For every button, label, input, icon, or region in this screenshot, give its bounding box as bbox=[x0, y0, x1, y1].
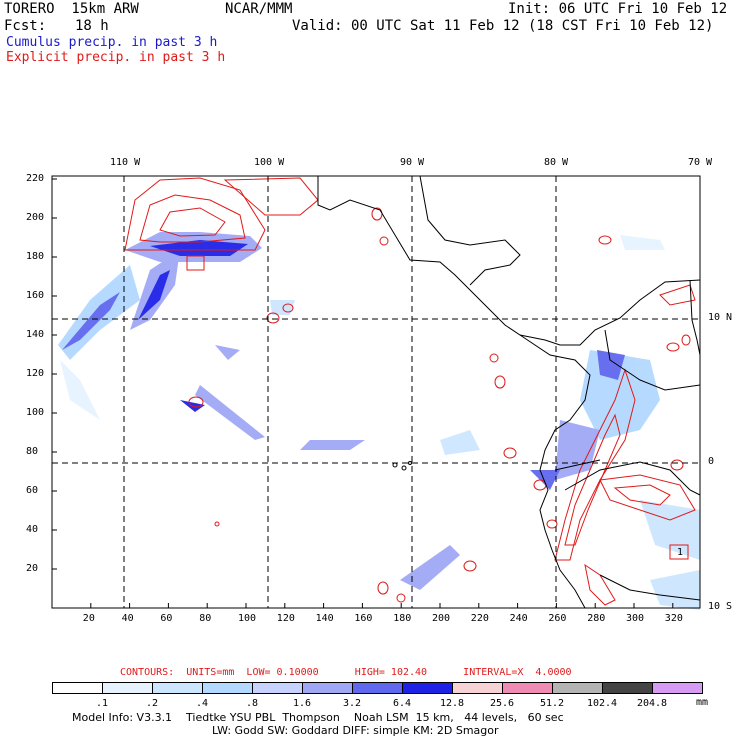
colorbar-swatch bbox=[502, 682, 553, 694]
x-tick-label: 40 bbox=[121, 613, 134, 624]
colorbar-level-label: 51.2 bbox=[539, 698, 565, 709]
lat-label-0: 0 bbox=[708, 456, 715, 467]
x-tick-label: 200 bbox=[432, 613, 451, 624]
model-info-line2: LW: Godd SW: Goddard DIFF: simple KM: 2D… bbox=[212, 724, 499, 737]
cumulus-shading bbox=[58, 232, 700, 610]
x-tick-label: 120 bbox=[276, 613, 295, 624]
y-tick-label: 80 bbox=[26, 446, 39, 457]
colorbar-level-label: .8 bbox=[245, 698, 259, 709]
colorbar-level-label: 6.4 bbox=[392, 698, 412, 709]
x-tick-label: 80 bbox=[199, 613, 212, 624]
lon-label-70w: 70 W bbox=[688, 157, 713, 168]
lon-label-80w: 80 W bbox=[544, 157, 569, 168]
x-tick-label: 160 bbox=[354, 613, 373, 624]
x-tick-label: 140 bbox=[315, 613, 334, 624]
colorbar-level-label: .4 bbox=[195, 698, 209, 709]
y-tick-label: 60 bbox=[26, 485, 39, 496]
y-tick-label: 40 bbox=[26, 524, 39, 535]
map-frame bbox=[51, 175, 701, 609]
colorbar-level-label: 3.2 bbox=[342, 698, 362, 709]
lat-label-10n: 10 N bbox=[708, 312, 733, 323]
axis-ticks bbox=[52, 178, 674, 608]
x-tick-label: 300 bbox=[626, 613, 645, 624]
colorbar-swatch bbox=[402, 682, 453, 694]
x-tick-label: 220 bbox=[470, 613, 489, 624]
latlon-grid bbox=[52, 176, 700, 608]
y-tick-label: 120 bbox=[26, 368, 45, 379]
colorbar-swatch bbox=[352, 682, 403, 694]
model-title: TORERO 15km ARW bbox=[4, 1, 139, 17]
lat-label-10s: 10 S bbox=[708, 601, 733, 612]
y-tick-label: 20 bbox=[26, 563, 39, 574]
lon-label-90w: 90 W bbox=[400, 157, 425, 168]
colorbar-swatch bbox=[552, 682, 603, 694]
colorbar-swatch bbox=[152, 682, 203, 694]
x-tick-label: 320 bbox=[664, 613, 683, 624]
x-tick-label: 180 bbox=[393, 613, 412, 624]
legend-cumulus: Cumulus precip. in past 3 h bbox=[6, 35, 218, 50]
forecast-hours: 18 h bbox=[75, 18, 109, 34]
colorbar-swatch bbox=[102, 682, 153, 694]
colorbar-swatch bbox=[202, 682, 253, 694]
x-tick-label: 60 bbox=[160, 613, 173, 624]
colorbar-swatch bbox=[602, 682, 653, 694]
y-tick-label: 200 bbox=[26, 212, 45, 223]
colorbar-swatch bbox=[52, 682, 103, 694]
y-tick-label: 220 bbox=[26, 173, 45, 184]
explicit-contours bbox=[124, 177, 696, 606]
lon-label-100w: 100 W bbox=[254, 157, 285, 168]
contour-caption: CONTOURS: UNITS=mm LOW= 0.10000 HIGH= 10… bbox=[120, 667, 572, 678]
init-time: Init: 06 UTC Fri 10 Feb 12 bbox=[508, 1, 728, 17]
x-tick-label: 20 bbox=[82, 613, 95, 624]
legend-explicit: Explicit precip. in past 3 h bbox=[6, 50, 226, 65]
y-tick-label: 160 bbox=[26, 290, 45, 301]
forecast-label: Fcst: bbox=[4, 18, 47, 34]
y-tick-label: 140 bbox=[26, 329, 45, 340]
colorbar-unit: mm bbox=[696, 697, 709, 708]
colorbar-swatch bbox=[652, 682, 703, 694]
x-tick-label: 280 bbox=[587, 613, 606, 624]
colorbar-level-label: 102.4 bbox=[586, 698, 618, 709]
colorbar-level-label: .2 bbox=[145, 698, 159, 709]
colorbar-level-label: 1.6 bbox=[292, 698, 312, 709]
valid-time: Valid: 00 UTC Sat 11 Feb 12 (18 CST Fri … bbox=[292, 18, 714, 34]
x-tick-label: 100 bbox=[238, 613, 257, 624]
colorbar-swatch bbox=[452, 682, 503, 694]
x-tick-label: 240 bbox=[509, 613, 528, 624]
grid-box-label: 1 bbox=[677, 547, 684, 558]
lon-label-110w: 110 W bbox=[110, 157, 141, 168]
colorbar-level-label: .1 bbox=[95, 698, 109, 709]
colorbar-swatch bbox=[252, 682, 303, 694]
colorbar-level-label: 12.8 bbox=[439, 698, 465, 709]
colorbar-level-label: 204.8 bbox=[636, 698, 668, 709]
colorbar-swatch bbox=[302, 682, 353, 694]
model-info-line1: Model Info: V3.3.1 Tiedtke YSU PBL Thomp… bbox=[72, 711, 564, 724]
y-tick-label: 180 bbox=[26, 251, 45, 262]
colorbar-level-label: 25.6 bbox=[489, 698, 515, 709]
org-label: NCAR/MMM bbox=[225, 1, 293, 17]
x-tick-label: 260 bbox=[548, 613, 567, 624]
y-tick-label: 100 bbox=[26, 407, 45, 418]
